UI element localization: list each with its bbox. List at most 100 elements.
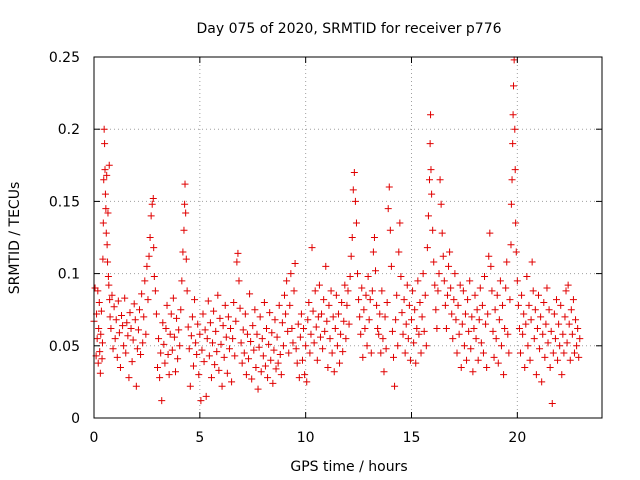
data-point [396,219,404,227]
data-point [370,234,378,241]
data-point [458,320,466,328]
data-point [217,340,225,348]
data-point [491,306,499,314]
data-point [351,197,359,205]
data-point [269,379,277,387]
data-point [285,349,293,357]
data-point [168,346,176,354]
data-point [490,353,498,361]
data-point [203,335,211,343]
data-point [514,301,522,309]
data-point [525,301,533,309]
data-point [143,262,151,270]
data-point [315,281,323,289]
data-point [311,287,319,295]
data-point [181,200,189,208]
data-point [543,284,551,292]
data-point [468,313,476,321]
data-point [404,335,412,343]
data-point [292,345,300,353]
data-point [188,313,196,321]
data-point [541,353,549,361]
data-point [268,329,276,337]
data-point [482,320,490,328]
data-point [134,326,142,334]
data-point [337,330,345,338]
data-point [515,324,523,332]
data-point [276,350,284,358]
data-point [236,304,244,312]
data-point [409,287,417,295]
data-point [127,324,135,332]
data-point [107,324,115,332]
data-point [250,346,258,354]
data-point [533,324,541,332]
data-point [343,301,351,309]
data-point [233,258,241,266]
data-point [574,324,582,332]
data-point [129,336,137,344]
data-point [565,320,573,328]
data-point [297,310,305,318]
data-point [368,287,376,295]
data-point [501,324,509,332]
data-point [540,298,548,306]
data-point [252,363,260,371]
data-point [150,244,158,252]
data-point [198,346,206,354]
data-point [449,335,457,343]
x-tick-label: 10 [297,430,315,446]
data-point [158,397,166,405]
data-point [101,190,109,198]
data-point [237,339,245,347]
data-point [179,248,187,256]
data-point [175,326,183,334]
data-point [185,345,193,353]
data-point [231,352,239,360]
data-point [106,296,114,304]
data-point [182,209,190,217]
data-point [459,287,467,295]
data-point [497,342,505,350]
plot-frame [93,56,603,419]
data-point [321,327,329,335]
data-point [259,352,267,360]
data-point [154,363,161,371]
data-point [105,161,113,169]
data-point [94,287,102,295]
data-point [377,349,385,357]
data-point [375,330,383,338]
data-point [397,272,405,280]
x-tick-label: 0 [90,430,99,446]
data-point [561,313,569,321]
data-point [138,290,146,298]
data-point [445,262,453,270]
data-point [261,362,269,370]
data-point [283,277,291,285]
data-point [260,298,268,306]
data-point [124,332,132,340]
data-point [535,291,542,299]
data-point [333,342,341,350]
data-point [474,356,482,364]
data-point [398,309,406,317]
data-point [441,301,449,309]
data-point [523,272,531,280]
data-point [562,287,570,295]
data-point [99,219,107,227]
data-point [301,371,309,379]
data-point [279,342,287,350]
data-point [379,335,387,343]
data-point [105,281,113,289]
data-point [287,270,295,278]
data-point [551,335,559,343]
data-point [274,359,282,367]
data-point [157,349,165,357]
data-point [314,313,322,321]
data-point [106,313,114,321]
data-point [211,361,219,369]
data-point [439,252,447,260]
data-point [402,320,410,328]
data-point [438,229,446,237]
data-point [101,166,109,174]
